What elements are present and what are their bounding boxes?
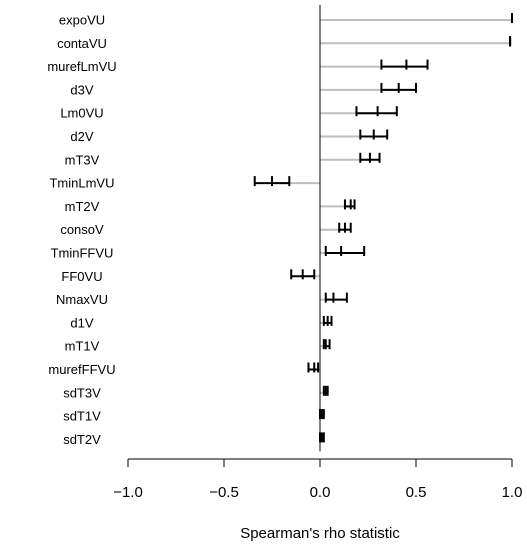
category-label: contaVU: [57, 36, 107, 51]
category-label: Lm0VU: [60, 106, 103, 121]
error-bar: [380, 59, 429, 70]
x-tick-label: 0.5: [406, 484, 427, 501]
category-label: consoV: [60, 222, 104, 237]
category-label: TminFFVU: [51, 246, 114, 261]
category-label: mT2V: [65, 199, 100, 214]
error-bar: [290, 269, 316, 280]
error-bar: [253, 176, 291, 187]
x-tick-label: −1.0: [113, 484, 143, 501]
category-label: d1V: [70, 315, 93, 330]
error-bar: [322, 339, 331, 350]
category-label: expoVU: [59, 13, 105, 28]
x-tick-label: 0.0: [310, 484, 331, 501]
x-axis-ticks: −1.0 −0.5 0.0 0.5 1.0: [113, 459, 522, 501]
error-bar: [359, 152, 381, 163]
x-axis-title: Spearman's rho statistic: [240, 525, 400, 542]
category-label: d2V: [70, 129, 93, 144]
error-bar: [343, 199, 356, 210]
category-label: FF0VU: [61, 269, 102, 284]
error-bar: [319, 409, 325, 420]
error-bar: [359, 129, 389, 140]
connector-lines: [272, 19, 512, 441]
error-bar: [324, 246, 366, 256]
category-label: NmaxVU: [56, 292, 108, 307]
error-bar: [355, 106, 398, 117]
category-label: TminLmVU: [49, 176, 114, 191]
category-label: d3V: [70, 82, 93, 97]
error-bar: [338, 222, 352, 233]
x-tick-label: 1.0: [502, 484, 523, 501]
error-bar: [322, 385, 329, 396]
error-bar: [307, 362, 320, 373]
error-bars: [253, 13, 513, 443]
category-label: murefLmVU: [47, 59, 116, 74]
x-axis: −1.0 −0.5 0.0 0.5 1.0: [113, 458, 522, 501]
error-bar: [319, 432, 325, 443]
category-label: sdT1V: [63, 409, 101, 424]
error-bar: [380, 82, 417, 93]
category-labels: expoVU contaVU murefLmVU d3V Lm0VU d2V mT3V Tmi…: [47, 13, 116, 447]
category-label: mT1V: [65, 339, 100, 354]
category-label: murefFFVU: [48, 362, 115, 377]
error-bar: [324, 292, 348, 303]
x-tick-label: −0.5: [209, 484, 239, 501]
category-label: sdT3V: [63, 385, 101, 400]
error-bar: [322, 315, 333, 326]
category-label: mT3V: [65, 152, 100, 167]
category-label: sdT2V: [63, 432, 101, 447]
